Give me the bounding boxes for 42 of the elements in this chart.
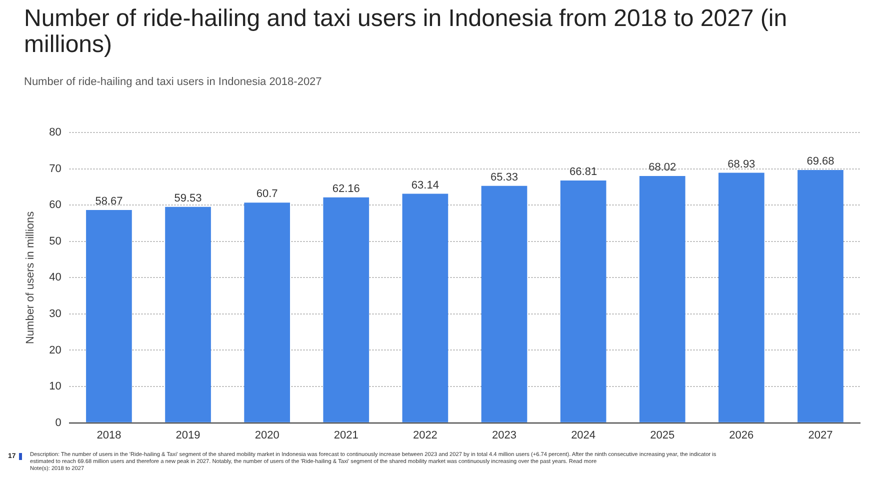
data-label: 66.81 (570, 166, 598, 178)
bar (481, 186, 528, 422)
y-tick-label: 30 (49, 308, 62, 320)
x-tick-label: 2022 (412, 429, 438, 442)
bar (560, 180, 606, 422)
bar (718, 172, 764, 422)
y-tick-label: 60 (49, 199, 62, 212)
bar (639, 176, 686, 422)
chart-subtitle: Number of ride-hailing and taxi users in Indonesia 2018-2027 (24, 76, 322, 88)
x-tick-label: 2020 (254, 429, 280, 442)
x-tick-label: 2018 (96, 429, 122, 442)
x-tick-label: 2027 (808, 429, 833, 442)
data-label: 62.16 (332, 182, 360, 195)
x-tick-label: 2026 (729, 429, 754, 442)
x-tick-label: 2021 (334, 429, 358, 442)
y-tick-label: 20 (49, 344, 62, 356)
data-label: 58.67 (95, 196, 123, 208)
y-axis-title: Number of users in millions (24, 210, 37, 344)
data-label: 63.14 (411, 179, 439, 192)
y-tick-label: 10 (49, 380, 62, 393)
bar (323, 197, 370, 422)
data-label: 65.33 (490, 171, 518, 184)
y-tick-label: 80 (49, 126, 62, 139)
x-tick-label: 2025 (650, 429, 675, 442)
bar (244, 202, 290, 422)
bar (86, 210, 132, 422)
data-label: 68.02 (648, 162, 676, 174)
y-tick-label: 40 (49, 272, 62, 284)
x-tick-label: 2019 (176, 429, 200, 442)
data-label: 59.53 (174, 192, 202, 204)
data-label: 68.93 (728, 158, 756, 170)
x-tick-label: 2024 (571, 429, 596, 442)
bar (402, 194, 448, 422)
chart-title: Number of ride-hailing and taxi users in Indonesia from 2018 to 2027 (in millions) (24, 5, 788, 58)
bar (798, 170, 844, 422)
data-label: 69.68 (806, 156, 834, 168)
x-tick-label: 2023 (492, 429, 516, 442)
bar (165, 206, 211, 422)
y-tick-label: 0 (55, 416, 62, 429)
data-label: 60.7 (256, 188, 278, 200)
y-tick-label: 70 (49, 162, 62, 175)
y-tick-label: 50 (49, 235, 62, 248)
